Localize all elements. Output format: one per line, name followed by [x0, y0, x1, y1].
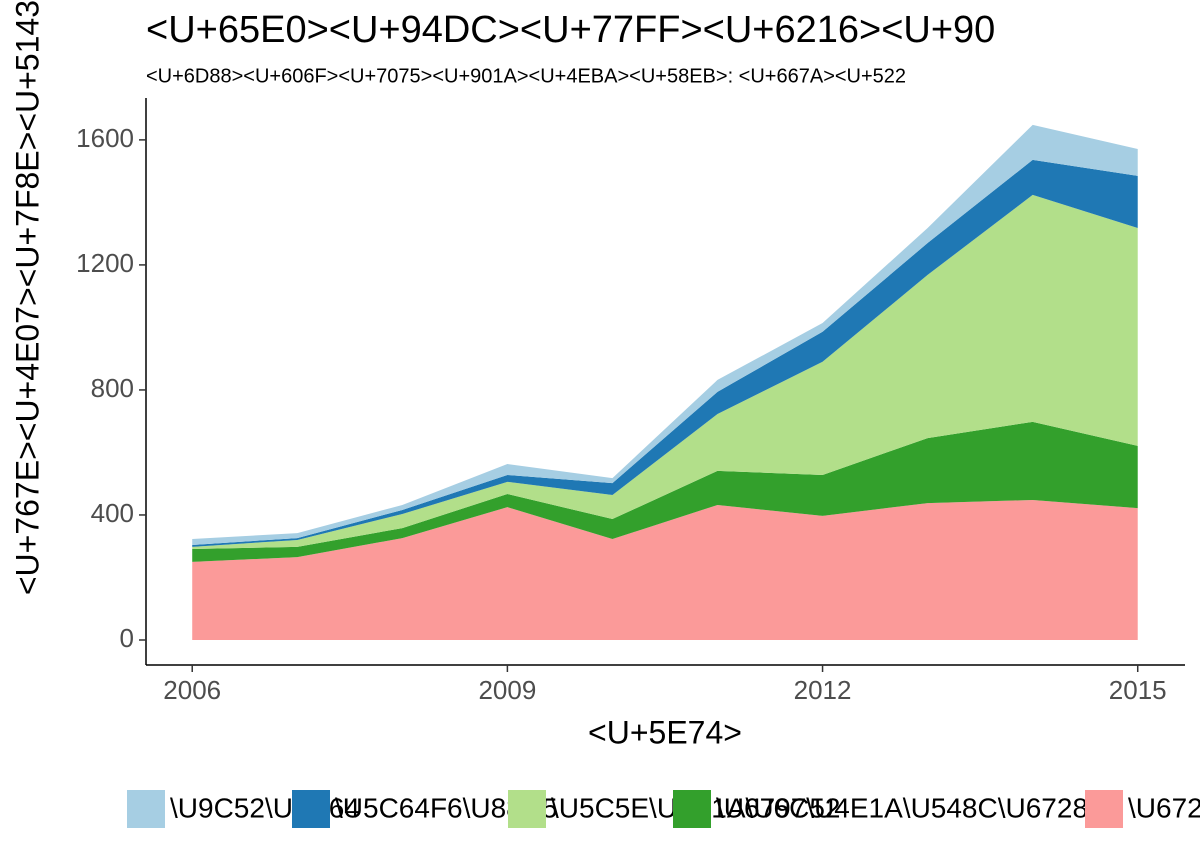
- legend-key: [673, 790, 711, 828]
- x-tick-label: 2009: [478, 675, 536, 705]
- area: [192, 499, 1138, 640]
- y-axis-label: <U+767E><U+4E07><U+7F8E><U+5143: [9, 0, 45, 595]
- y-tick-label: 1200: [76, 248, 134, 278]
- legend-label: \U6797\U4E1A\U548C\U6728: [716, 792, 1088, 823]
- x-tick-label: 2006: [163, 675, 221, 705]
- chart-subtitle: <U+6D88><U+606F><U+7075><U+901A><U+4EBA>…: [146, 65, 906, 87]
- legend-label: \U6728\U6750: [1128, 792, 1200, 823]
- legend-key: [1085, 790, 1123, 828]
- legend-key: [127, 790, 165, 828]
- y-tick-label: 0: [120, 623, 134, 653]
- x-tick-label: 2012: [794, 675, 852, 705]
- chart-title: <U+65E0><U+94DC><U+77FF><U+6216><U+90: [146, 9, 995, 51]
- legend-key: [292, 790, 330, 828]
- area: [192, 421, 1138, 562]
- x-tick-label: 2015: [1109, 675, 1167, 705]
- legend-key: [508, 790, 546, 828]
- x-axis-label: <U+5E74>: [588, 714, 742, 750]
- legend-label: \U9C52\U5C64: [170, 792, 360, 823]
- y-tick-label: 400: [91, 498, 134, 528]
- area: [192, 194, 1138, 550]
- y-tick-label: 800: [91, 373, 134, 403]
- y-tick-label: 1600: [76, 123, 134, 153]
